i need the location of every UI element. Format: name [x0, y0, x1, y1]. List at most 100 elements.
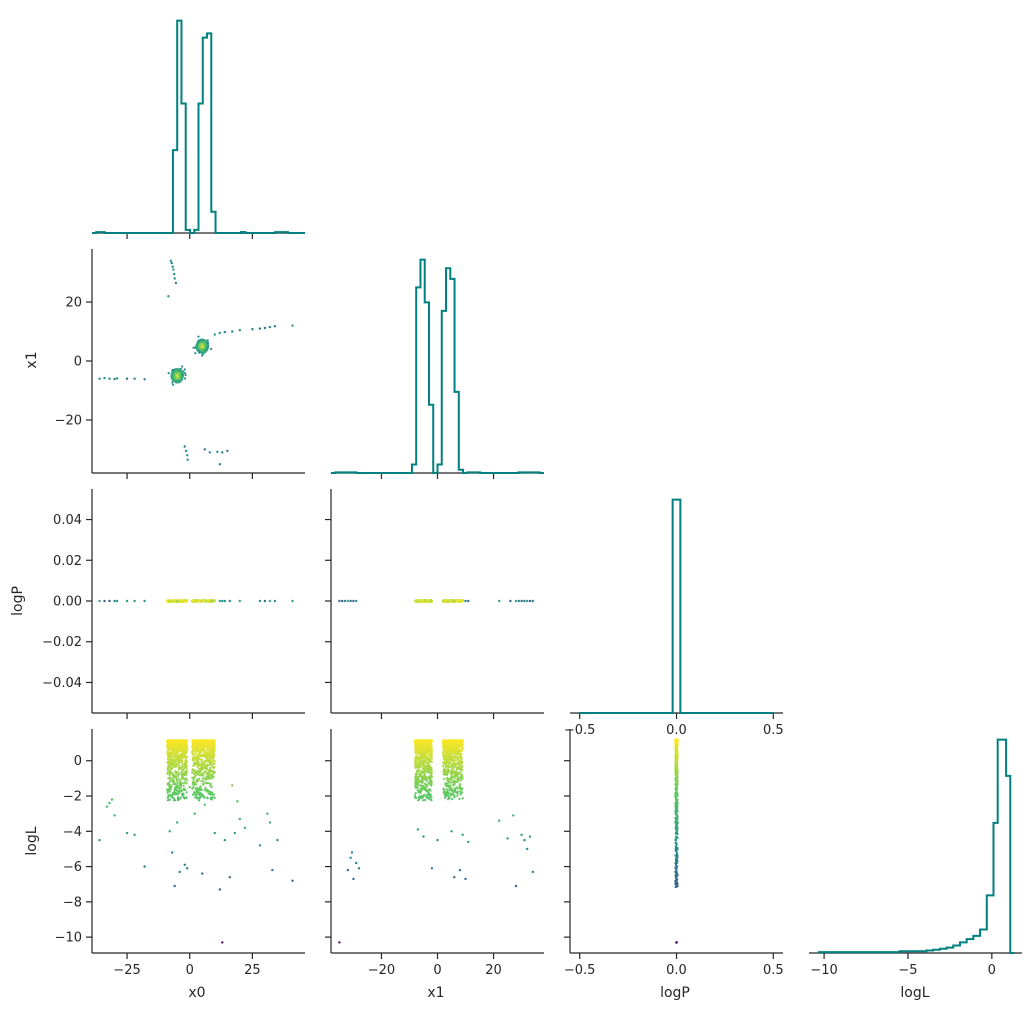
scatter-point [170, 600, 173, 603]
scatter-point [186, 454, 189, 457]
y-tick-label: −2 [63, 790, 82, 805]
scatter-point [430, 748, 433, 751]
scatter-point [201, 872, 204, 875]
scatter-point [212, 766, 215, 769]
y-tick-label: −20 [55, 413, 82, 428]
scatter-point [206, 773, 209, 776]
scatter-point [460, 599, 463, 602]
scatter-point [196, 758, 199, 761]
scatter-point [115, 599, 119, 603]
scatter-point [191, 782, 194, 785]
scatter-point [179, 599, 182, 602]
scatter-point [420, 773, 423, 776]
scatter-point [173, 272, 176, 276]
scatter-point [167, 749, 170, 752]
panel-x1-hist [331, 258, 544, 479]
scatter-point [238, 328, 241, 332]
scatter-point [113, 814, 116, 817]
scatter-point [421, 600, 424, 603]
scatter-point [418, 753, 421, 756]
scatter-point [414, 780, 417, 783]
scatter-point [208, 451, 211, 454]
scatter-point [183, 764, 187, 767]
scatter-point [201, 352, 205, 355]
scatter-point [176, 750, 179, 753]
y-tick-label: −4 [63, 825, 82, 840]
scatter-point [196, 762, 199, 765]
x-tick-label: −20 [368, 963, 395, 978]
scatter-point [177, 771, 180, 774]
scatter-point [184, 755, 187, 759]
scatter-point [209, 751, 212, 754]
scatter-point [184, 761, 187, 765]
scatter-point [212, 793, 215, 796]
scatter-point [197, 750, 200, 753]
scatter-point [103, 599, 106, 603]
x-tick-label: −0.5 [564, 723, 596, 738]
scatter-point [238, 599, 241, 603]
scatter-point [223, 838, 226, 842]
scatter-point [200, 351, 203, 354]
scatter-point [185, 760, 188, 763]
scatter-point [418, 599, 421, 602]
scatter-point [202, 795, 205, 798]
scatter-point [181, 755, 184, 759]
x-tick-label: 0 [433, 963, 441, 978]
scatter-point [427, 770, 431, 773]
x-tick-label: 0.0 [666, 723, 687, 738]
scatter-point [170, 748, 173, 751]
scatter-point [200, 753, 203, 757]
scatter-point [218, 331, 221, 335]
scatter-point [424, 749, 427, 752]
scatter-point [423, 739, 426, 742]
scatter-point [169, 763, 173, 766]
scatter-point [231, 330, 234, 333]
scatter-point [168, 830, 171, 833]
scatter-point [231, 784, 234, 787]
scatter-point [202, 740, 205, 744]
scatter-point [175, 762, 178, 765]
scatter-point [210, 786, 213, 789]
scatter-point [185, 791, 188, 794]
scatter-point [192, 776, 195, 779]
scatter-point [415, 742, 418, 745]
scatter-point [218, 599, 221, 603]
scatter-point [520, 599, 523, 603]
scatter-point [414, 792, 417, 795]
scatter-point [184, 377, 187, 380]
scatter-point [167, 796, 170, 799]
scatter-point [192, 750, 195, 753]
scatter-point [451, 797, 454, 801]
scatter-point [177, 774, 180, 778]
scatter-point [197, 335, 200, 338]
scatter-point [531, 870, 534, 874]
scatter-point [350, 851, 354, 854]
scatter-point [174, 281, 178, 285]
scatter-point [171, 600, 175, 603]
scatter-point [191, 787, 194, 790]
y-tick-label: 0 [74, 754, 82, 769]
scatter-point [192, 793, 195, 796]
scatter-point [192, 346, 195, 349]
scatter-point [452, 599, 455, 602]
scatter-point [184, 449, 188, 453]
scatter-point [198, 345, 202, 349]
scatter-point [209, 791, 212, 794]
scatter-point [445, 600, 448, 603]
scatter-point [349, 599, 352, 603]
scatter-point [205, 348, 208, 352]
scatter-point [182, 776, 185, 779]
scatter-point [200, 599, 203, 603]
scatter-point [185, 740, 188, 743]
scatter-point [464, 877, 467, 881]
scatter-point [271, 868, 274, 872]
scatter-point [498, 819, 501, 822]
scatter-point [177, 798, 180, 801]
scatter-point [417, 796, 420, 799]
scatter-point [203, 803, 206, 806]
scatter-point [191, 752, 194, 755]
scatter-point [186, 867, 189, 870]
scatter-point [173, 884, 176, 888]
scatter-point [427, 750, 430, 754]
y-tick-label: 0 [74, 355, 82, 370]
